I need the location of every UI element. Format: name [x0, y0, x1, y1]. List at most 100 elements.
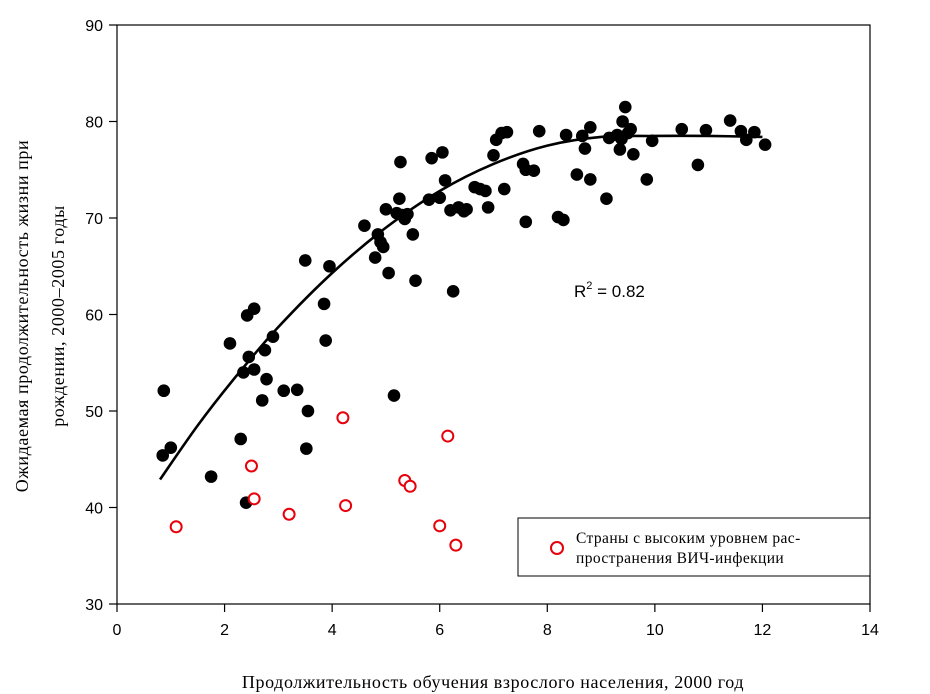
- data-point: [247, 302, 261, 316]
- data-point: [600, 192, 613, 205]
- data-point: [301, 404, 315, 418]
- data-point-hiv: [441, 429, 455, 443]
- y-axis-title-line-1: Ожидаемая продолжительность жизни при: [12, 140, 32, 492]
- data-point: [266, 330, 280, 343]
- data-point: [409, 274, 422, 288]
- data-point: [500, 125, 514, 139]
- x-axis-title: Продолжительность обучения взрослого нас…: [242, 672, 744, 692]
- data-point: [317, 297, 331, 311]
- data-point: [164, 441, 178, 454]
- x-axis-ticks: 0 2 4 6 8 10 12 14: [113, 604, 879, 639]
- data-point: [368, 251, 382, 264]
- x-tick-label: 8: [543, 622, 552, 639]
- data-point: [481, 201, 495, 214]
- y-axis-title: Ожидаемая продолжительность жизни при ро…: [12, 140, 68, 492]
- data-point: [234, 432, 248, 446]
- y-tick-label: 40: [85, 501, 103, 518]
- data-point: [298, 254, 312, 267]
- data-point: [446, 285, 460, 298]
- data-point: [406, 228, 420, 241]
- r-squared-annotation: R2 = 0.82: [574, 280, 645, 301]
- data-point-hiv: [244, 459, 258, 473]
- y-tick-label: 80: [85, 115, 103, 132]
- x-tick-label: 2: [220, 622, 229, 639]
- data-point: [436, 146, 449, 159]
- data-point: [532, 124, 546, 138]
- data-point: [559, 128, 573, 142]
- data-point: [557, 213, 570, 227]
- data-point: [237, 366, 250, 379]
- data-point: [323, 259, 336, 273]
- data-point: [260, 372, 273, 386]
- y-tick-label: 50: [85, 404, 103, 421]
- r-squared-superscript: 2: [586, 280, 592, 292]
- r-squared-prefix: R: [574, 282, 586, 301]
- data-point: [393, 192, 406, 205]
- data-point: [497, 182, 511, 196]
- data-point: [575, 129, 589, 143]
- data-point: [425, 151, 438, 165]
- y-tick-label: 30: [85, 597, 103, 614]
- data-point: [379, 203, 393, 216]
- data-point: [382, 266, 395, 280]
- data-point: [277, 384, 291, 398]
- data-point: [570, 168, 584, 181]
- legend-label-line-1: Страны с высоким уровнем рас-: [576, 530, 801, 547]
- x-tick-label: 0: [113, 622, 122, 639]
- data-point: [387, 389, 401, 402]
- legend-label-line-2: пространения ВИЧ-инфекции: [576, 550, 784, 567]
- data-point: [422, 193, 436, 206]
- legend-hiv-marker: [550, 541, 564, 555]
- x-tick-label: 14: [861, 622, 879, 639]
- data-point: [376, 240, 390, 254]
- data-point: [527, 164, 541, 178]
- data-point: [204, 470, 218, 483]
- y-tick-label: 70: [85, 211, 103, 228]
- data-point: [699, 123, 713, 137]
- data-point-hiv: [339, 499, 353, 513]
- data-point: [584, 120, 597, 134]
- data-point: [460, 203, 473, 216]
- data-point: [616, 115, 629, 128]
- data-point: [627, 148, 640, 161]
- data-point: [319, 334, 332, 347]
- data-point: [433, 191, 447, 205]
- data-point: [358, 219, 371, 233]
- data-point: [758, 138, 772, 151]
- data-point: [242, 350, 256, 364]
- data-point: [157, 384, 171, 398]
- y-axis-ticks: 30 40 50 60 70 80 90: [85, 18, 117, 614]
- plot-area: [116, 24, 871, 605]
- data-point-hiv: [433, 519, 447, 533]
- legend-box: [517, 517, 871, 577]
- data-point: [394, 155, 407, 169]
- data-point-hiv: [336, 411, 350, 425]
- data-point: [519, 215, 533, 229]
- data-point: [487, 148, 500, 162]
- data-point: [401, 207, 414, 221]
- x-tick-label: 10: [646, 622, 664, 639]
- data-point: [739, 133, 753, 147]
- r-squared-value: = 0.82: [592, 282, 644, 301]
- data-point-hiv: [169, 520, 183, 534]
- data-point: [691, 158, 705, 172]
- data-point-hiv: [403, 479, 417, 493]
- data-point: [479, 184, 492, 198]
- data-point: [624, 122, 637, 136]
- x-tick-label: 4: [328, 622, 337, 639]
- y-axis-title-line-2: рождении, 2000–2005 годы: [48, 205, 68, 427]
- data-point: [258, 343, 272, 357]
- data-point: [584, 173, 597, 186]
- y-tick-label: 60: [85, 308, 103, 325]
- data-point: [640, 173, 654, 186]
- data-point: [247, 363, 261, 376]
- data-point: [645, 134, 659, 148]
- data-point-hiv: [247, 492, 261, 506]
- data-point: [748, 125, 761, 139]
- legend: Страны с высоким уровнем рас- пространен…: [517, 517, 871, 577]
- data-point: [223, 337, 237, 350]
- data-point-hiv: [449, 538, 463, 552]
- data-point: [613, 143, 627, 156]
- data-point: [255, 394, 269, 407]
